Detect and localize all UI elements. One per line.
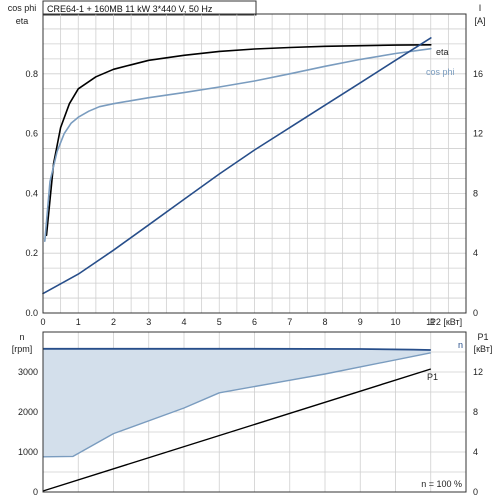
upper-x-tick-label: 2: [111, 317, 116, 327]
series-line-cos-phi: [43, 47, 432, 242]
upper-x-tick-label: 6: [252, 317, 257, 327]
upper-right-tick-label: 4: [473, 248, 478, 258]
upper-left-label-2: eta: [16, 16, 29, 26]
upper-left-label-1: cos phi: [8, 3, 37, 13]
upper-x-tick-label: 10: [390, 317, 400, 327]
series-line-n-min: [42, 352, 431, 458]
upper-right-tick-label: 0: [473, 308, 478, 318]
lower-right-tick-label: 4: [473, 447, 478, 457]
upper-x-tick-label: 4: [181, 317, 186, 327]
upper-left-tick-label: 0.0: [25, 308, 38, 318]
series-line-p1: [42, 368, 432, 492]
upper-grid: [43, 14, 466, 313]
upper-x-tick-label: 11: [426, 317, 435, 327]
upper-series: [42, 37, 432, 295]
lower-right-tick-label: 0: [473, 487, 478, 497]
upper-right-label-2: [A]: [474, 16, 485, 26]
lower-right-tick-label: 8: [473, 407, 478, 417]
lower-left-label-1: n: [19, 332, 24, 342]
upper-x-tick-label: 9: [358, 317, 363, 327]
lower-series: [42, 347, 432, 492]
upper-x-tick-label: 3: [146, 317, 151, 327]
upper-right-tick-label: 12: [473, 129, 483, 139]
upper-plot-frame: [42, 13, 467, 314]
upper-left-tick-label: 0.4: [25, 188, 38, 198]
lower-right-label-1: P1: [477, 332, 488, 342]
n-series-label: n: [458, 340, 463, 350]
upper-x-tick-label: 0: [40, 317, 45, 327]
upper-right-label-1: I: [479, 3, 482, 13]
lower-left-tick-label: 3000: [18, 367, 38, 377]
eta-series-label: eta: [436, 47, 449, 57]
speed-annotation: n = 100 %: [421, 479, 462, 489]
upper-x-tick-label: 7: [287, 317, 292, 327]
upper-left-tick-label: 0.8: [25, 69, 38, 79]
upper-right-tick-label: 16: [473, 69, 483, 79]
lower-left-tick-label: 2000: [18, 407, 38, 417]
upper-x-tick-label: 5: [217, 317, 222, 327]
upper-right-tick-label: 8: [473, 188, 478, 198]
upper-x-label: P2 [кВт]: [430, 317, 462, 327]
series-line-n: [43, 347, 431, 351]
upper-x-tick-label: 1: [76, 317, 81, 327]
chart-title: CRE64-1 + 160MB 11 kW 3*440 V, 50 Hz: [47, 4, 213, 14]
title-box: [42, 0, 257, 16]
lower-plot-frame: [42, 331, 467, 493]
lower-right-label-2: [кВт]: [474, 344, 493, 354]
upper-x-tick-label: 8: [322, 317, 327, 327]
lower-left-tick-label: 1000: [18, 447, 38, 457]
lower-right-tick-label: 12: [473, 367, 483, 377]
lower-ticks: 0 1000 2000 3000 0 4 8 12: [18, 367, 483, 497]
operating-range-area: [43, 348, 431, 457]
series-line-i: [42, 37, 432, 295]
lower-left-label-2: [rpm]: [12, 344, 33, 354]
series-line-eta: [45, 43, 432, 237]
lower-left-tick-label: 0: [33, 487, 38, 497]
upper-left-tick-label: 0.2: [25, 248, 38, 258]
upper-left-tick-label: 0.6: [25, 129, 38, 139]
p1-series-label: P1: [427, 372, 438, 382]
cosphi-series-label: cos phi: [426, 67, 455, 77]
